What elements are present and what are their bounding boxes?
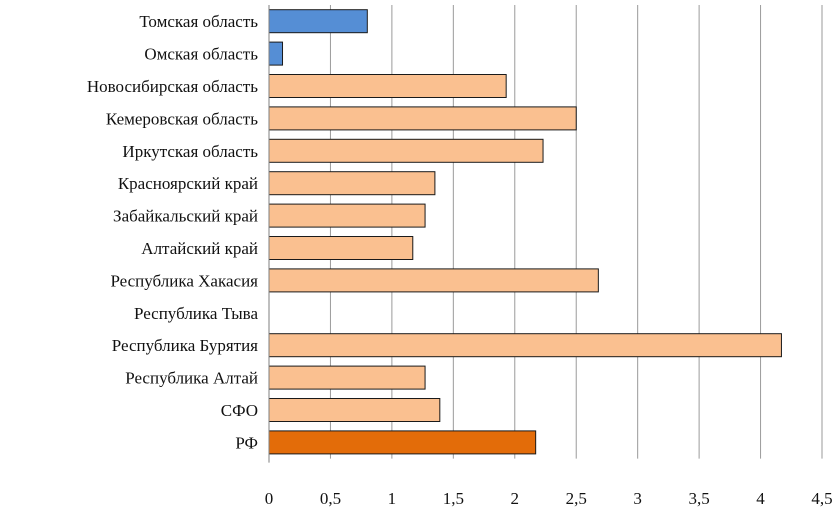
bar <box>268 430 537 455</box>
category-label: Алтайский край <box>141 239 258 258</box>
bar <box>268 74 507 98</box>
bar <box>268 365 426 390</box>
x-tick-label: 1 <box>388 489 397 508</box>
x-tick-label: 2,5 <box>566 489 587 508</box>
bar <box>268 9 368 34</box>
bar <box>268 106 577 131</box>
category-labels: Томская область Омская область Новосибирск… <box>87 12 259 452</box>
category-label: РФ <box>235 433 258 452</box>
bar <box>268 268 599 293</box>
bar <box>268 171 436 196</box>
category-label: Красноярский край <box>118 174 258 193</box>
bar <box>268 398 441 422</box>
gridlines <box>329 5 823 459</box>
bar <box>268 41 284 66</box>
category-label: СФО <box>221 401 258 420</box>
category-label: Томская область <box>139 12 258 31</box>
category-label: Омская область <box>144 45 258 64</box>
x-tick-label: 1,5 <box>443 489 464 508</box>
x-tick-label: 0 <box>265 489 274 508</box>
category-label: Кемеровская область <box>106 109 258 128</box>
x-tick-label: 2 <box>511 489 520 508</box>
bar <box>268 333 782 358</box>
x-tick-label: 3 <box>633 489 642 508</box>
category-label: Новосибирская область <box>87 77 258 96</box>
bar <box>268 203 426 228</box>
category-label: Республика Бурятия <box>112 336 258 355</box>
x-tick-label: 4,5 <box>811 489 832 508</box>
bar <box>268 236 414 260</box>
x-tick-label: 4 <box>756 489 765 508</box>
category-label: Республика Хакасия <box>110 271 258 290</box>
x-tick-label: 0,5 <box>320 489 341 508</box>
bars <box>268 9 782 455</box>
category-label: Республика Алтай <box>125 369 258 388</box>
x-tick-labels: 0 0,5 1 1,5 2 2,5 3 3,5 4 4,5 <box>265 489 833 508</box>
x-tick-label: 3,5 <box>688 489 709 508</box>
bar <box>268 138 544 163</box>
category-label: Республика Тыва <box>134 304 258 323</box>
category-label: Забайкальский край <box>113 207 258 226</box>
category-label: Иркутская область <box>122 142 258 161</box>
